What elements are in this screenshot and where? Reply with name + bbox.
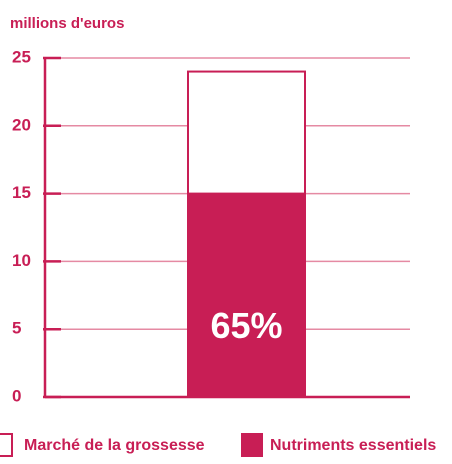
legend-label: Nutriments essentiels — [270, 437, 436, 454]
legend-label: Marché de la grossesse — [24, 437, 205, 454]
legend-swatch — [0, 433, 13, 457]
legend-swatch — [241, 433, 263, 457]
y-tick-label: 0 — [12, 386, 21, 405]
bar-annotation: 65% — [210, 305, 282, 346]
axis-unit-label: millions d'euros — [10, 15, 124, 32]
y-tick-label: 5 — [12, 319, 21, 338]
bar-segment — [187, 70, 306, 195]
y-tick-label: 25 — [12, 47, 31, 66]
y-tick-label: 20 — [12, 115, 31, 134]
y-tick-label: 15 — [12, 183, 31, 202]
y-tick-label: 10 — [12, 251, 31, 270]
bar-segment — [187, 192, 306, 398]
